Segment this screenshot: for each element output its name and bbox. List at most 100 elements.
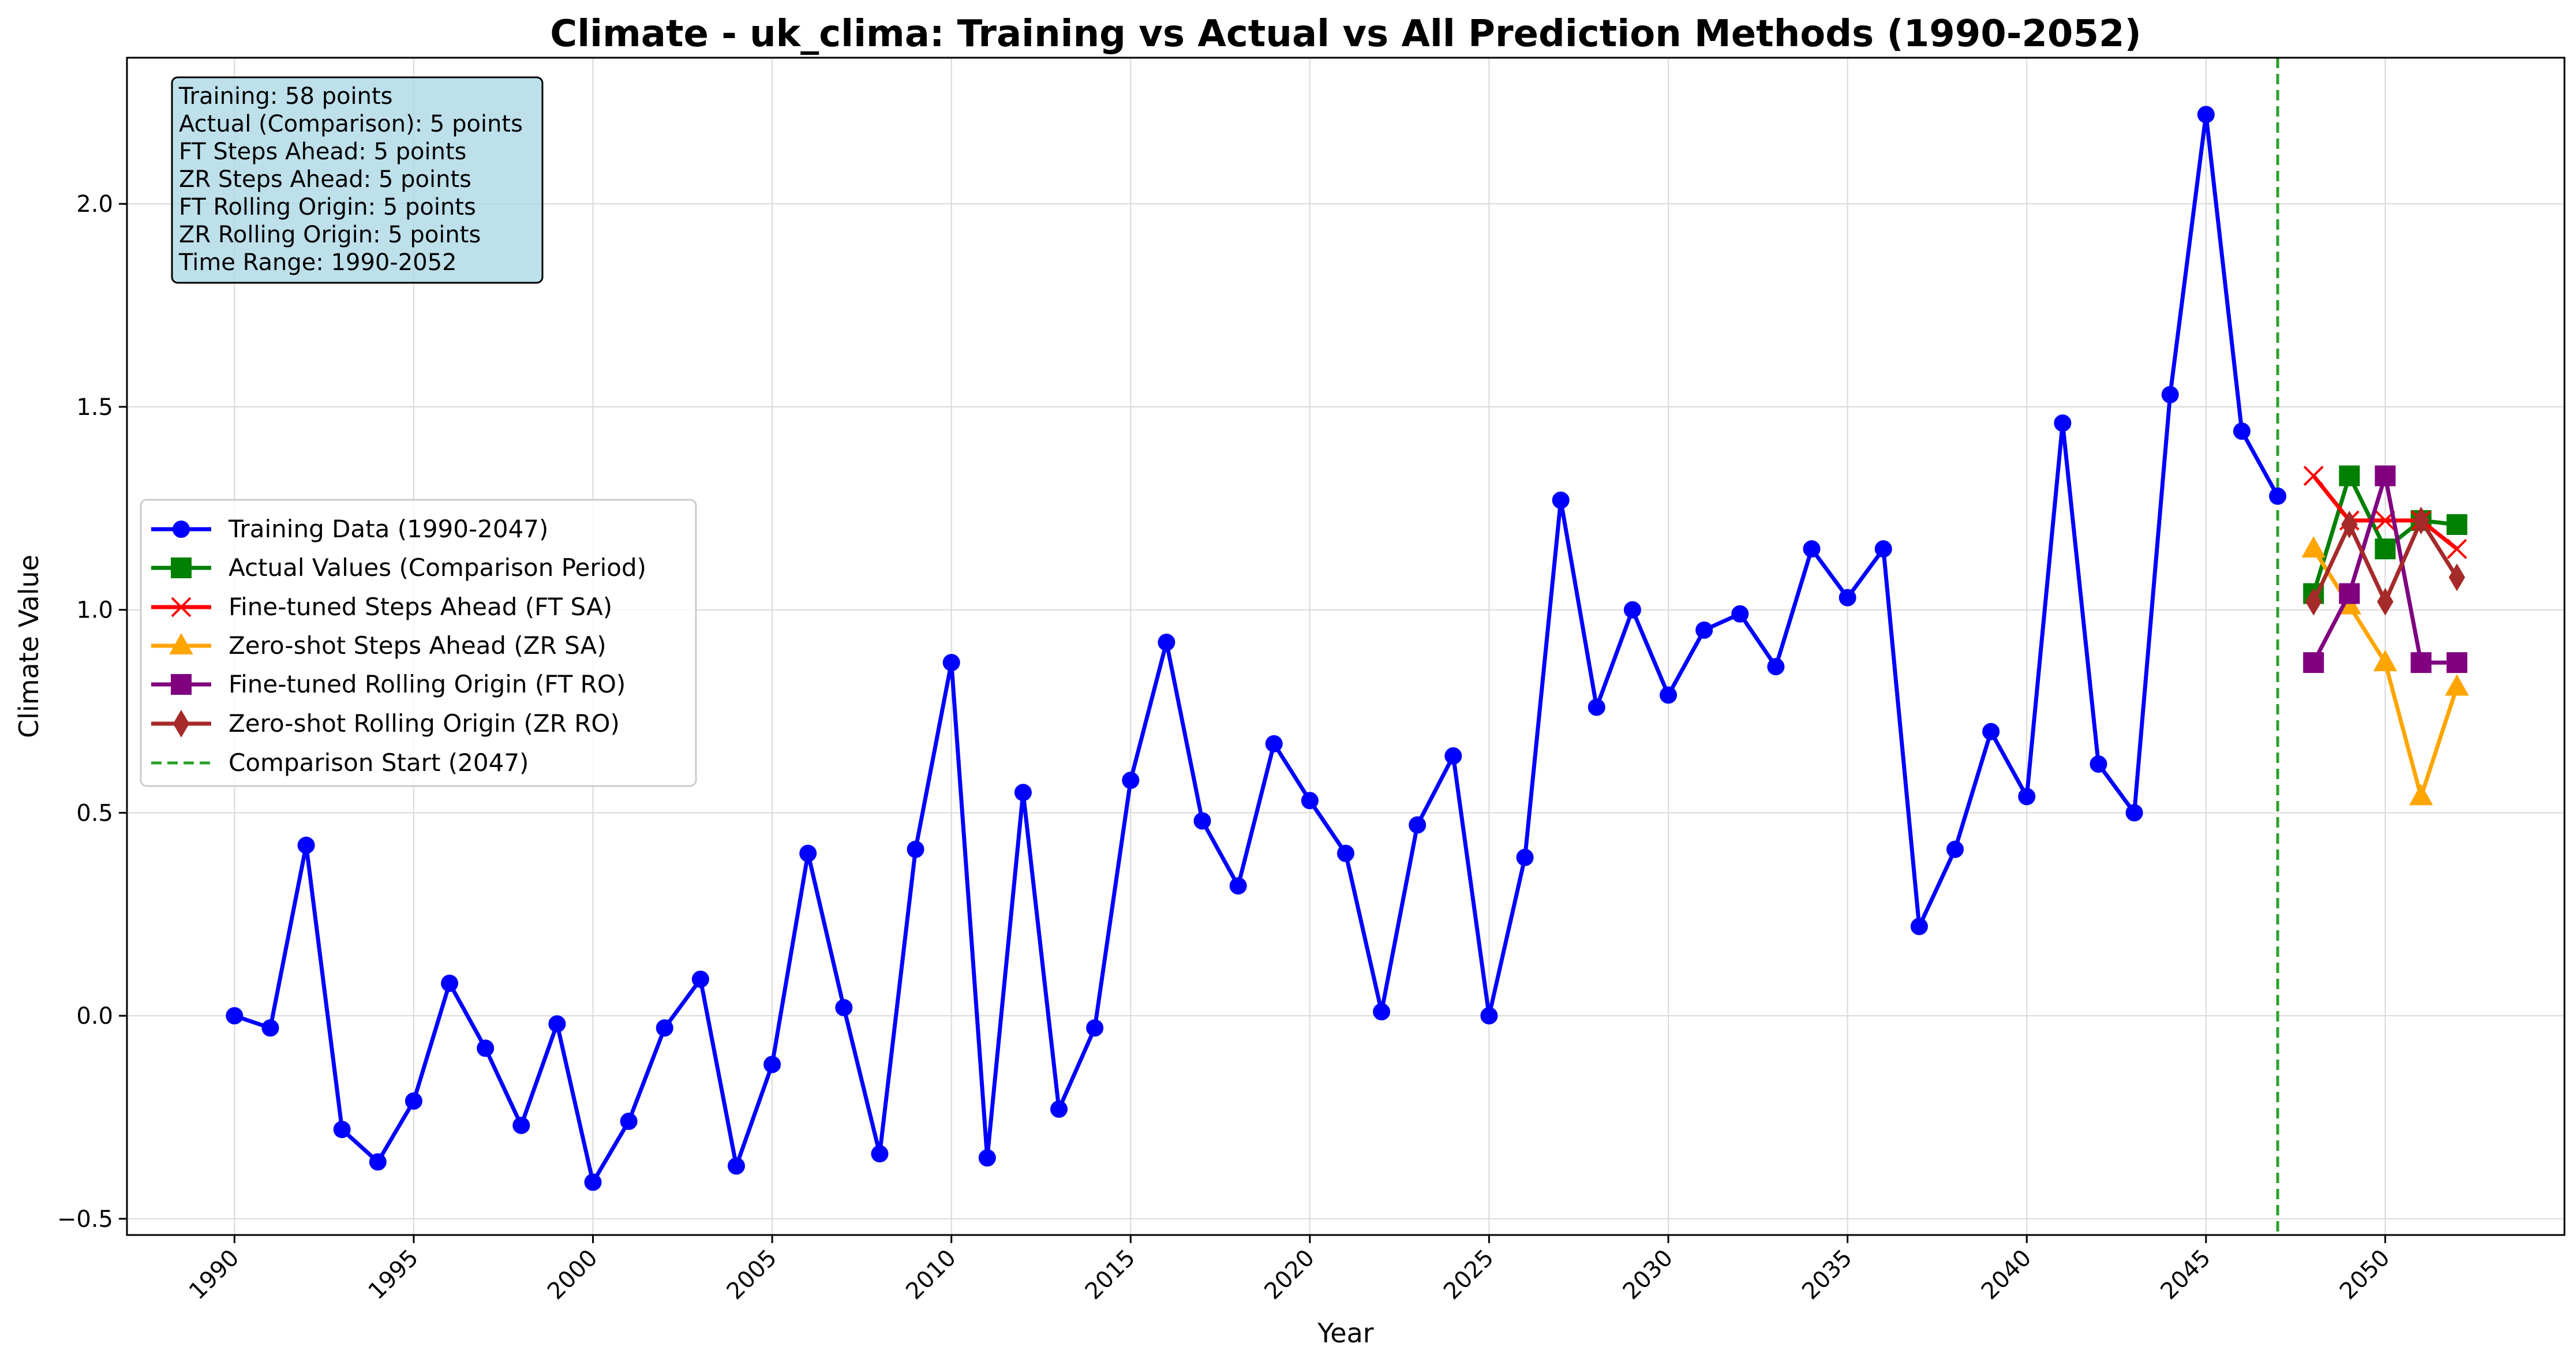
data-point: [2339, 465, 2360, 486]
data-point: [261, 1019, 279, 1037]
data-point: [1229, 877, 1247, 895]
y-tick-label: 1.0: [76, 597, 113, 624]
x-axis-label: Year: [1317, 1318, 1373, 1349]
data-point: [1337, 844, 1354, 862]
data-point: [1803, 540, 1821, 558]
info-box: Training: 58 points Actual (Comparison):…: [171, 76, 544, 284]
series-5: [2305, 506, 2465, 616]
data-point: [835, 999, 853, 1017]
data-point: [1946, 840, 1964, 858]
data-point: [1050, 1100, 1068, 1118]
data-point: [907, 840, 924, 858]
data-point: [2125, 804, 2143, 822]
data-point: [2409, 784, 2433, 806]
data-point: [226, 1007, 244, 1025]
data-point: [405, 1092, 422, 1110]
data-point: [1839, 589, 1856, 607]
legend-marker-5: [173, 710, 190, 738]
data-point: [2375, 465, 2396, 486]
plot-frame: [126, 57, 2566, 1236]
y-tick-label: 2.0: [76, 191, 113, 218]
data-point: [2373, 650, 2398, 672]
data-point: [620, 1113, 638, 1131]
info-box-background: [171, 76, 544, 284]
info-line-training: Training: 58 points: [178, 83, 393, 110]
series-3: [2301, 536, 2469, 806]
data-point: [978, 1149, 996, 1167]
info-line-time-range: Time Range: 1990-2052: [178, 249, 457, 276]
data-point: [2413, 506, 2429, 534]
data-point: [2448, 563, 2465, 592]
data-point: [584, 1173, 602, 1191]
data-point: [548, 1015, 566, 1033]
data-point: [2197, 106, 2215, 123]
legend-label-ft-sa: Fine-tuned Steps Ahead (FT SA): [229, 593, 612, 621]
data-point: [2377, 587, 2394, 616]
grid: [127, 58, 2564, 1235]
data-point: [1444, 747, 1462, 765]
legend-marker-3: [169, 633, 193, 654]
y-axis-ticks: −0.5 0.0 0.5 1.0 1.5 2.0: [57, 191, 127, 1233]
y-tick-label: 0.5: [76, 800, 113, 826]
data-point: [2161, 386, 2179, 403]
legend: Training Data (1990-2047) Actual Values …: [140, 499, 697, 787]
info-line-ft-rolling: FT Rolling Origin: 5 points: [179, 194, 476, 220]
data-point: [1480, 1007, 1498, 1025]
data-point: [2446, 652, 2468, 673]
y-axis-label: Climate Value: [13, 555, 44, 738]
data-point: [2233, 422, 2251, 440]
y-tick-label: −0.5: [57, 1206, 113, 1233]
data-point: [1552, 491, 1570, 509]
legend-frame: [140, 499, 697, 787]
data-point: [1409, 816, 1426, 834]
data-point: [2303, 466, 2324, 486]
data-point: [799, 844, 817, 862]
legend-label-zr-sa: Zero-shot Steps Ahead (ZR SA): [229, 631, 606, 660]
chart-title: Climate - uk_clima: Training vs Actual v…: [550, 13, 2141, 55]
legend-label-training: Training Data (1990-2047): [228, 515, 548, 543]
data-point: [2446, 514, 2468, 535]
data-point: [2341, 510, 2358, 538]
series-layer: [226, 106, 2469, 1191]
data-point: [2410, 652, 2432, 673]
data-point: [369, 1153, 387, 1171]
data-point: [1910, 918, 1928, 935]
legend-marker-0: [173, 521, 190, 538]
data-point: [2375, 538, 2396, 560]
data-point: [512, 1117, 530, 1135]
series-4: [2303, 465, 2468, 673]
series-0: [226, 106, 2287, 1191]
data-point: [1193, 812, 1211, 830]
info-line-ft-steps: FT Steps Ahead: 5 points: [179, 139, 467, 165]
data-point: [1301, 792, 1319, 810]
data-point: [1265, 735, 1283, 753]
data-point: [942, 654, 960, 672]
legend-label-ft-ro: Fine-tuned Rolling Origin (FT RO): [229, 670, 626, 698]
data-point: [2447, 538, 2468, 559]
data-point: [2301, 536, 2326, 558]
data-point: [1731, 605, 1749, 623]
data-point: [2090, 755, 2107, 773]
data-point: [1373, 1003, 1391, 1021]
data-point: [691, 970, 709, 988]
data-point: [1623, 601, 1641, 619]
data-point: [2339, 583, 2360, 604]
series-line-0: [234, 112, 2280, 1185]
data-point: [1158, 633, 1175, 651]
data-point: [2054, 414, 2072, 432]
info-line-actual: Actual (Comparison): 5 points: [179, 111, 523, 137]
data-point: [1014, 784, 1032, 802]
data-point: [2303, 652, 2324, 673]
data-point: [1695, 621, 1713, 639]
y-tick-label: 1.5: [76, 394, 113, 421]
info-line-zr-rolling: ZR Rolling Origin: 5 points: [179, 222, 481, 248]
data-point: [1122, 772, 1140, 789]
data-point: [1874, 540, 1892, 558]
data-point: [477, 1039, 495, 1057]
info-line-zr-steps: ZR Steps Ahead: 5 points: [179, 166, 471, 193]
legend-marker-4: [171, 674, 192, 695]
data-point: [2018, 788, 2036, 806]
data-point: [656, 1019, 673, 1037]
data-point: [1086, 1019, 1104, 1037]
